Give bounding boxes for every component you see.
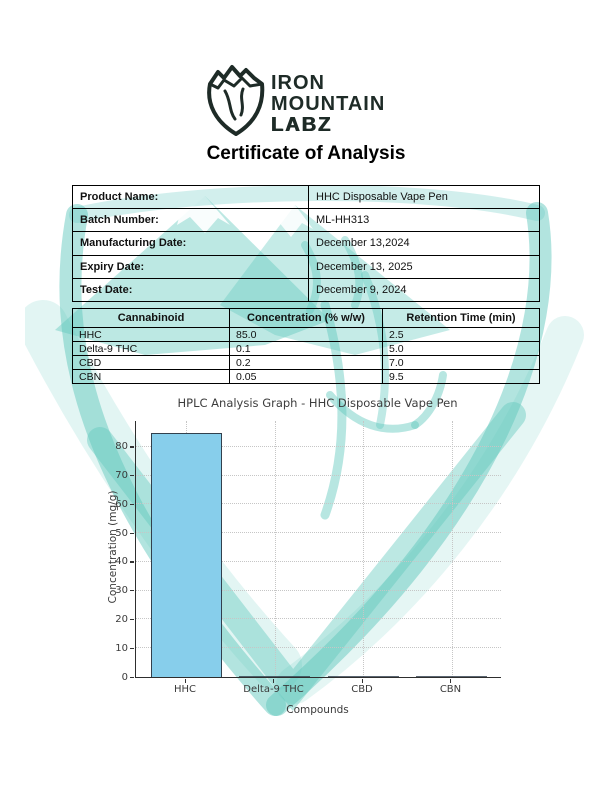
chart-x-tick (361, 678, 363, 683)
info-value: ML-HH313 (308, 208, 540, 233)
chart-title: HPLC Analysis Graph - HHC Disposable Vap… (177, 396, 458, 410)
cannabinoid-cell: 7.0 (382, 355, 540, 370)
chart-x-axis-label: Compounds (286, 704, 349, 716)
chart-hgridline (136, 503, 501, 505)
logo-line-labz: LABZ (271, 114, 333, 136)
info-label: Test Date: (72, 277, 309, 302)
chart-x-tick (184, 678, 186, 683)
chart-x-tick-label: HHC (173, 684, 197, 695)
chart-y-tick-label: 50 (115, 527, 128, 539)
chart-y-tick-label: 70 (115, 470, 128, 482)
chart-bar (327, 676, 399, 677)
info-table-row: Product Name: HHC Disposable Vape Pen (72, 184, 540, 210)
chart-hgridline (136, 589, 501, 591)
chart-y-tick (130, 590, 134, 592)
cannabinoid-cell: 0.2 (229, 355, 383, 370)
info-label: Expiry Date: (72, 254, 309, 279)
product-info-table: Product Name: HHC Disposable Vape Pen Batc… (72, 184, 540, 302)
cannabinoid-table-row: CBD 0.2 7.0 (72, 355, 540, 370)
cannabinoid-column-header: Retention Time (min) (382, 308, 540, 328)
cannabinoid-cell: 0.1 (229, 341, 383, 356)
info-label: Product Name: (72, 184, 309, 210)
chart-y-tick-label: 30 (115, 585, 128, 597)
cannabinoid-cell: CBD (72, 355, 230, 370)
logo-line-iron: IRON (271, 72, 325, 94)
chart-y-tick (130, 647, 134, 649)
chart-y-tick (130, 676, 134, 678)
mountain-shield-logo-icon (207, 65, 265, 136)
chart-y-tick-label: 80 (115, 441, 128, 453)
info-label: Batch Number: (72, 208, 309, 233)
cannabinoid-cell: HHC (72, 327, 230, 342)
cannabinoid-column-header: Cannabinoid (72, 308, 230, 328)
chart-vgridline (363, 421, 364, 677)
chart-y-tick-label: 0 (121, 671, 128, 683)
hplc-bar-chart: HPLC Analysis Graph - HHC Disposable Vap… (100, 394, 560, 724)
logo-wordmark: IRON MOUNTAIN LABZ (271, 73, 385, 136)
cannabinoid-table-row: Delta-9 THC 0.1 5.0 (72, 341, 540, 356)
info-value: December 9, 2024 (308, 277, 540, 302)
chart-vgridline (274, 421, 276, 677)
chart-plot-area (135, 421, 501, 678)
chart-x-tick (450, 678, 452, 683)
chart-y-tick-label: 60 (115, 498, 128, 510)
cannabinoid-column-header: Concentration (% w/w) (229, 308, 383, 328)
chart-vgridline (451, 421, 453, 677)
chart-hgridline (136, 445, 501, 447)
info-table-row: Batch Number: ML-HH313 (72, 208, 540, 233)
cannabinoid-table-row: HHC 85.0 2.5 (72, 327, 540, 342)
info-value: HHC Disposable Vape Pen (308, 184, 540, 210)
cannabinoid-table-row: CBN 0.05 9.5 (72, 369, 540, 384)
chart-hgridline (136, 474, 501, 476)
chart-hgridline (136, 560, 501, 562)
cannabinoid-cell: 5.0 (382, 341, 540, 356)
chart-y-tick (130, 561, 134, 563)
cannabinoid-cell: CBN (72, 369, 230, 384)
chart-hgridline (136, 532, 501, 534)
chart-x-tick-label: CBN (439, 684, 462, 695)
info-table-row: Manufacturing Date: December 13,2024 (72, 231, 540, 256)
chart-bar (150, 432, 222, 677)
chart-y-tick (130, 446, 134, 448)
chart-hgridline (136, 618, 501, 620)
chart-x-tick (273, 678, 275, 683)
logo-line-mountain: MOUNTAIN (271, 93, 386, 115)
chart-y-tick-label: 10 (115, 642, 128, 654)
info-label: Manufacturing Date: (72, 231, 309, 256)
chart-y-tick (130, 475, 134, 477)
chart-x-tick-label: CBD (351, 684, 373, 695)
chart-y-tick-label: 20 (115, 613, 128, 625)
chart-hgridline (136, 647, 501, 649)
chart-bar (416, 676, 487, 677)
info-value: December 13, 2025 (308, 254, 540, 279)
cannabinoid-cell: 0.05 (229, 369, 383, 384)
cannabinoid-table: Cannabinoid Concentration (% w/w) Retentio… (72, 308, 540, 384)
chart-y-tick (130, 503, 134, 506)
info-value: December 13,2024 (308, 231, 540, 256)
chart-y-tick (130, 532, 134, 534)
page-title: Certificate of Analysis (206, 143, 406, 164)
cannabinoid-cell: 9.5 (382, 369, 540, 384)
cannabinoid-cell: 85.0 (229, 327, 383, 342)
cannabinoid-cell: 2.5 (382, 327, 540, 342)
info-table-row: Expiry Date: December 13, 2025 (72, 254, 540, 279)
chart-y-tick (130, 618, 134, 621)
chart-bar (239, 676, 310, 677)
chart-y-tick-label: 40 (115, 556, 128, 568)
info-table-row: Test Date: December 9, 2024 (72, 277, 540, 302)
chart-x-tick-label: Delta-9 THC (243, 684, 304, 695)
cannabinoid-cell: Delta-9 THC (72, 341, 230, 356)
